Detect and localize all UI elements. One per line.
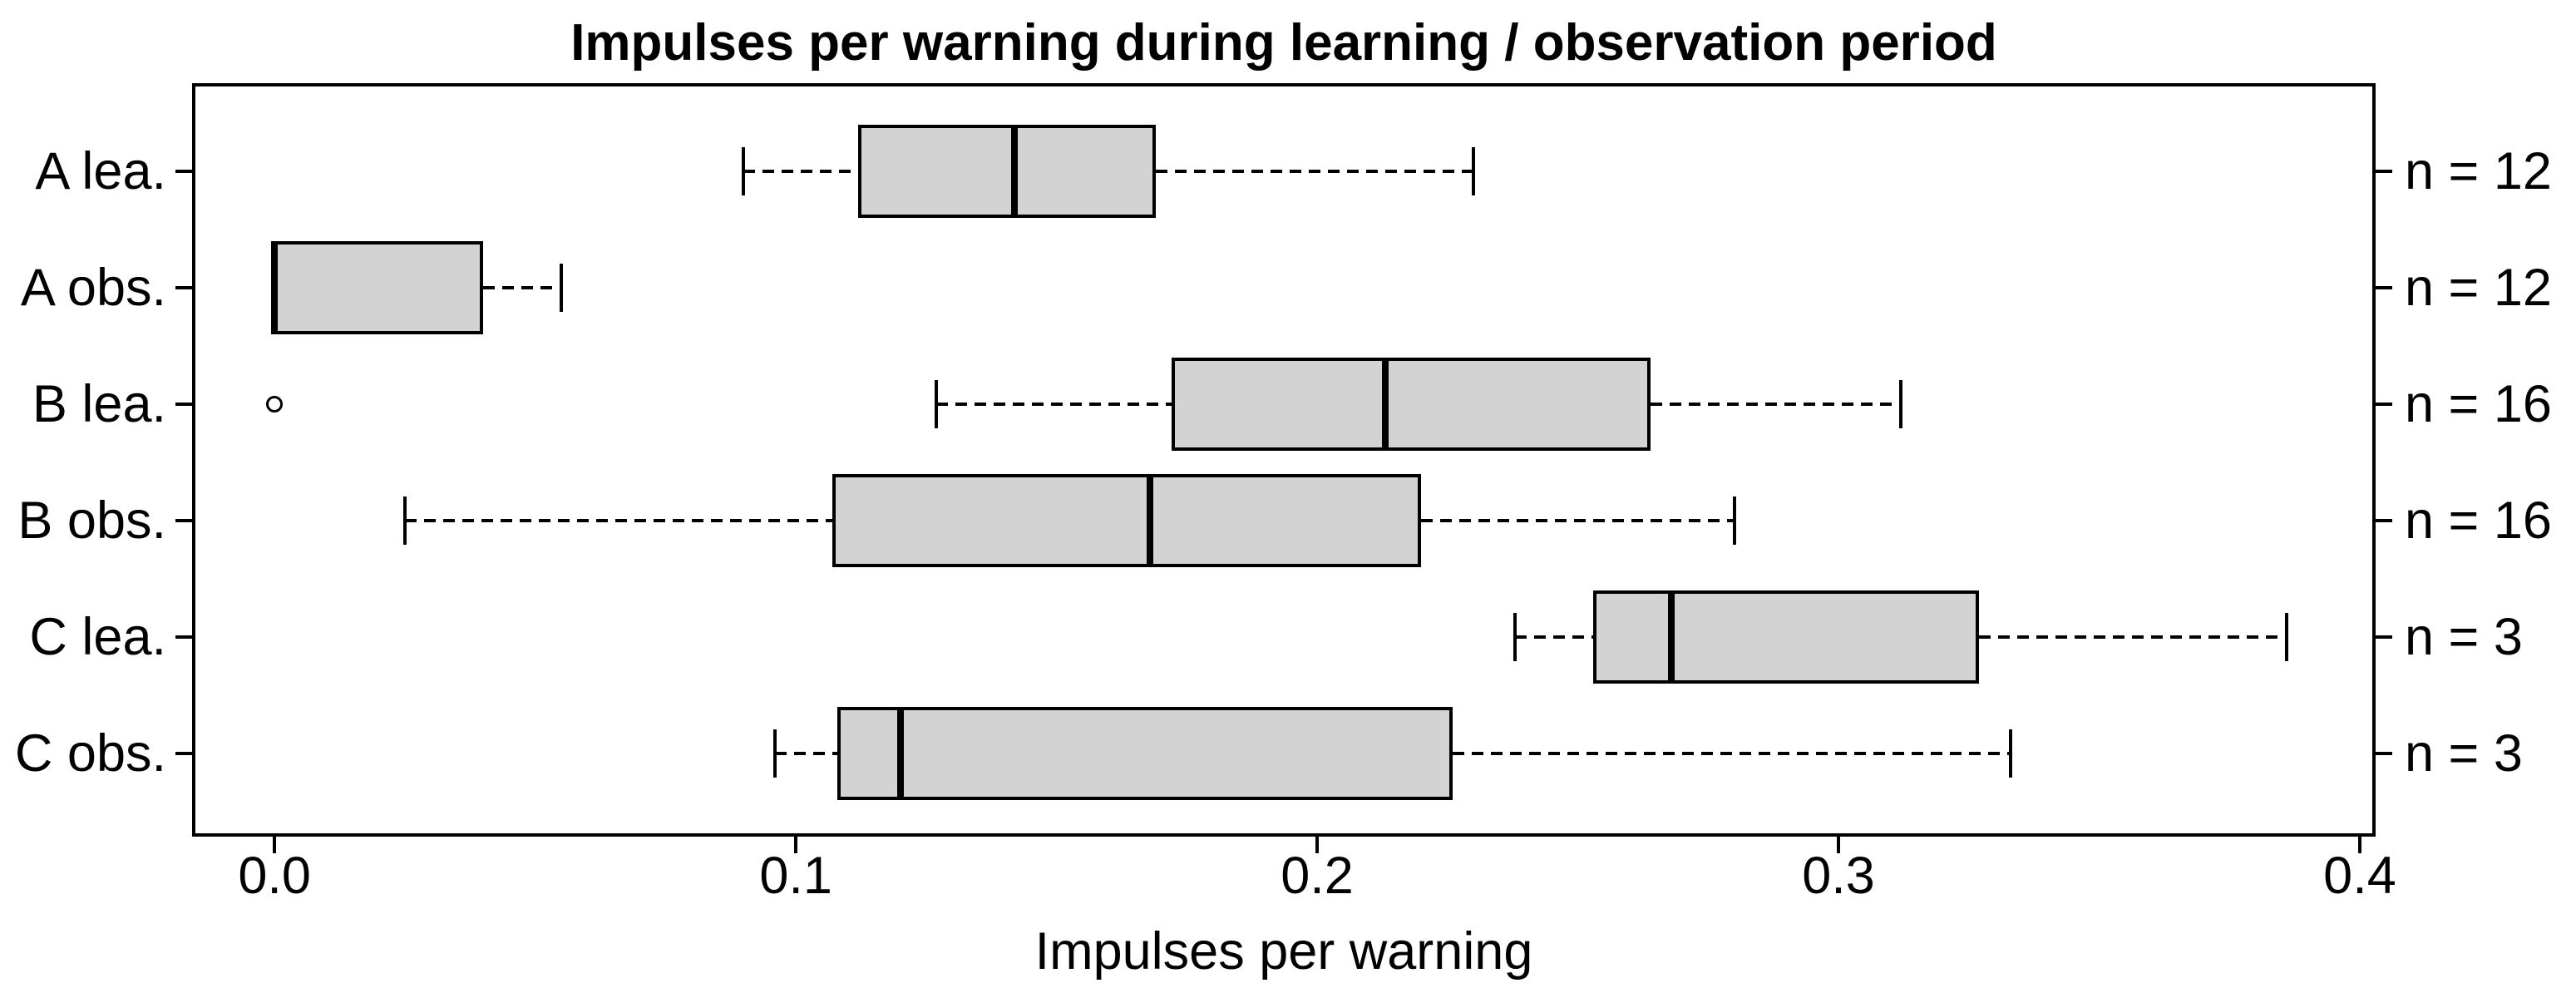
whisker-cap-low (742, 147, 746, 195)
category-label: A lea. (35, 142, 166, 200)
x-tick-label: 0.1 (759, 847, 832, 905)
whisker-cap-low (935, 380, 939, 428)
y-tick-mark-right (2376, 635, 2392, 639)
whisker-cap-high (1732, 496, 1736, 545)
sample-size-label: n = 12 (2405, 259, 2552, 317)
sample-size-label: n = 16 (2405, 375, 2552, 433)
x-tick-mark (1315, 837, 1320, 853)
whisker-line-high (482, 286, 561, 289)
box-rect (1593, 590, 1980, 684)
y-tick-mark-right (2376, 519, 2392, 522)
whisker-line-high (1979, 635, 2287, 639)
whisker-cap-high (1899, 380, 1903, 428)
whisker-cap-high (2285, 613, 2289, 661)
category-label: B lea. (32, 375, 166, 433)
x-tick-label: 0.2 (1281, 847, 1354, 905)
whisker-cap-low (773, 729, 777, 778)
whisker-cap-low (1513, 613, 1517, 661)
whisker-cap-high (1472, 147, 1476, 195)
x-tick-mark (273, 837, 277, 853)
whisker-line-low (404, 519, 832, 522)
y-tick-mark-left (175, 752, 192, 755)
category-label: B obs. (17, 492, 166, 550)
whisker-line-low (1515, 635, 1594, 639)
median-line (1381, 358, 1389, 451)
y-tick-mark-left (175, 170, 192, 173)
whisker-line-high (1651, 403, 1902, 406)
box-rect (858, 125, 1156, 218)
whisker-line-high (1453, 752, 2011, 755)
sample-size-label: n = 3 (2405, 724, 2523, 783)
median-line (271, 241, 279, 334)
whisker-line-high (1155, 170, 1474, 173)
y-tick-mark-right (2376, 403, 2392, 406)
whisker-line-low (936, 403, 1172, 406)
y-tick-mark-right (2376, 752, 2392, 755)
x-tick-mark (2357, 837, 2361, 853)
y-tick-mark-right (2376, 286, 2392, 289)
whisker-line-high (1421, 519, 1735, 522)
sample-size-label: n = 16 (2405, 492, 2552, 550)
whisker-line-low (775, 752, 838, 755)
category-label: A obs. (20, 259, 166, 317)
whisker-cap-high (2008, 729, 2012, 778)
chart-title: Impulses per warning during learning / o… (570, 14, 1997, 72)
median-line (1147, 474, 1154, 567)
y-tick-mark-left (175, 635, 192, 639)
whisker-cap-low (402, 496, 407, 545)
category-label: C obs. (14, 724, 166, 783)
x-tick-label: 0.0 (238, 847, 311, 905)
x-tick-label: 0.3 (1802, 847, 1875, 905)
box-rect (1171, 358, 1651, 451)
y-tick-mark-right (2376, 170, 2392, 173)
x-tick-mark (1837, 837, 1840, 853)
box-rect (832, 474, 1422, 567)
x-tick-mark (794, 837, 798, 853)
sample-size-label: n = 3 (2405, 608, 2523, 666)
median-line (896, 707, 904, 800)
box-rect (274, 241, 483, 334)
x-axis-label: Impulses per warning (1034, 922, 1533, 981)
sample-size-label: n = 12 (2405, 142, 2552, 200)
median-line (1668, 590, 1675, 684)
whisker-cap-high (559, 264, 563, 312)
x-tick-label: 0.4 (2323, 847, 2396, 905)
y-tick-mark-left (175, 403, 192, 406)
box-rect (837, 707, 1453, 800)
outlier-point (266, 396, 284, 412)
y-tick-mark-left (175, 286, 192, 289)
y-tick-mark-left (175, 519, 192, 522)
median-line (1011, 125, 1019, 218)
category-label: C lea. (29, 608, 166, 666)
whisker-line-low (743, 170, 859, 173)
